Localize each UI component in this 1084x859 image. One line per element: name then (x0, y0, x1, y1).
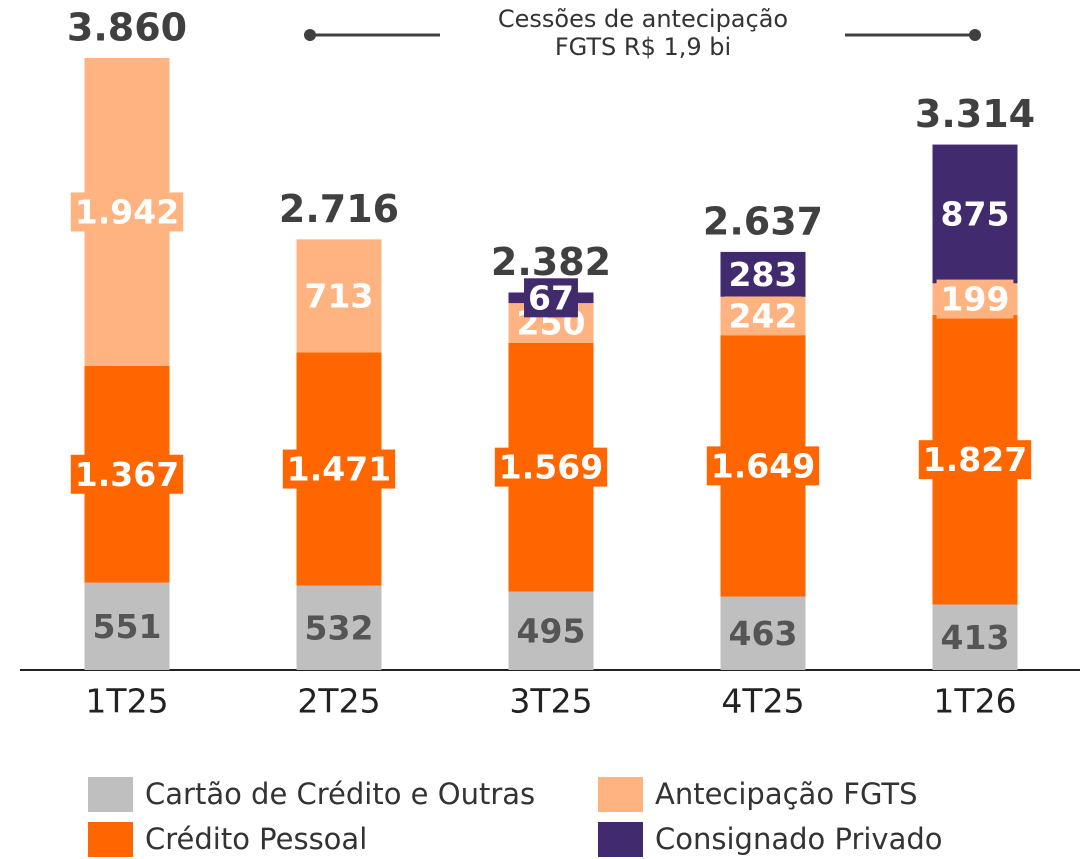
total-label: 2.637 (703, 199, 823, 243)
bar-segment (508, 591, 594, 670)
total-label: 2.716 (279, 187, 399, 231)
total-label: 3.860 (67, 6, 187, 50)
value-label: 551 (93, 607, 162, 646)
value-label: 1.367 (75, 455, 179, 494)
legend-label: Antecipação FGTS (655, 777, 918, 811)
annotation: FGTS R$ 1,9 bi (555, 33, 731, 61)
value-label: 413 (941, 618, 1010, 657)
legend-label: Consignado Privado (655, 822, 943, 856)
value-label-box (524, 278, 578, 318)
total-label: 3.314 (915, 92, 1035, 136)
x-tick-label: 3T25 (509, 682, 592, 721)
value-label: 242 (729, 296, 798, 335)
bar-segment (720, 596, 806, 670)
annotation-dot (304, 29, 316, 41)
bar-segment (84, 582, 170, 670)
value-label-box (724, 254, 802, 294)
value-label: 283 (729, 255, 798, 294)
legend-swatch (88, 777, 133, 812)
x-tick-label: 1T26 (933, 682, 1016, 721)
value-label: 1.569 (499, 448, 603, 487)
value-label: 1.471 (287, 450, 391, 489)
legend-swatch (88, 822, 133, 857)
bar-segment (932, 604, 1018, 670)
legend-label: Crédito Pessoal (145, 822, 367, 856)
value-label-box (282, 449, 396, 489)
x-tick-label: 1T25 (85, 682, 168, 721)
value-label: 199 (941, 280, 1010, 319)
value-label: 463 (729, 614, 798, 653)
x-tick-label: 2T25 (297, 682, 380, 721)
value-label-box (70, 192, 184, 232)
value-label: 532 (305, 608, 374, 647)
legend-label: Cartão de Crédito e Outras (145, 777, 535, 811)
value-label: 1.827 (923, 440, 1027, 479)
annotation-dot (969, 29, 981, 41)
value-label: 875 (941, 194, 1010, 233)
value-label: 1.942 (75, 192, 179, 231)
value-label-box (724, 296, 802, 336)
value-label: 67 (528, 278, 574, 317)
value-label-box (494, 447, 608, 487)
legend-swatch (598, 777, 643, 812)
legend-swatch (598, 822, 643, 857)
value-label: 495 (517, 611, 586, 650)
x-tick-label: 4T25 (721, 682, 804, 721)
value-label: 1.649 (711, 446, 815, 485)
annotation: Cessões de antecipação (498, 5, 788, 33)
value-label-box (918, 440, 1032, 480)
value-label-box (300, 276, 378, 316)
value-label: 713 (305, 276, 374, 315)
value-label-box (936, 194, 1014, 234)
total-label: 2.382 (491, 240, 611, 284)
value-label-box (936, 279, 1014, 319)
bar-segment (296, 585, 382, 670)
value-label-box (706, 446, 820, 486)
value-label-box (70, 454, 184, 494)
